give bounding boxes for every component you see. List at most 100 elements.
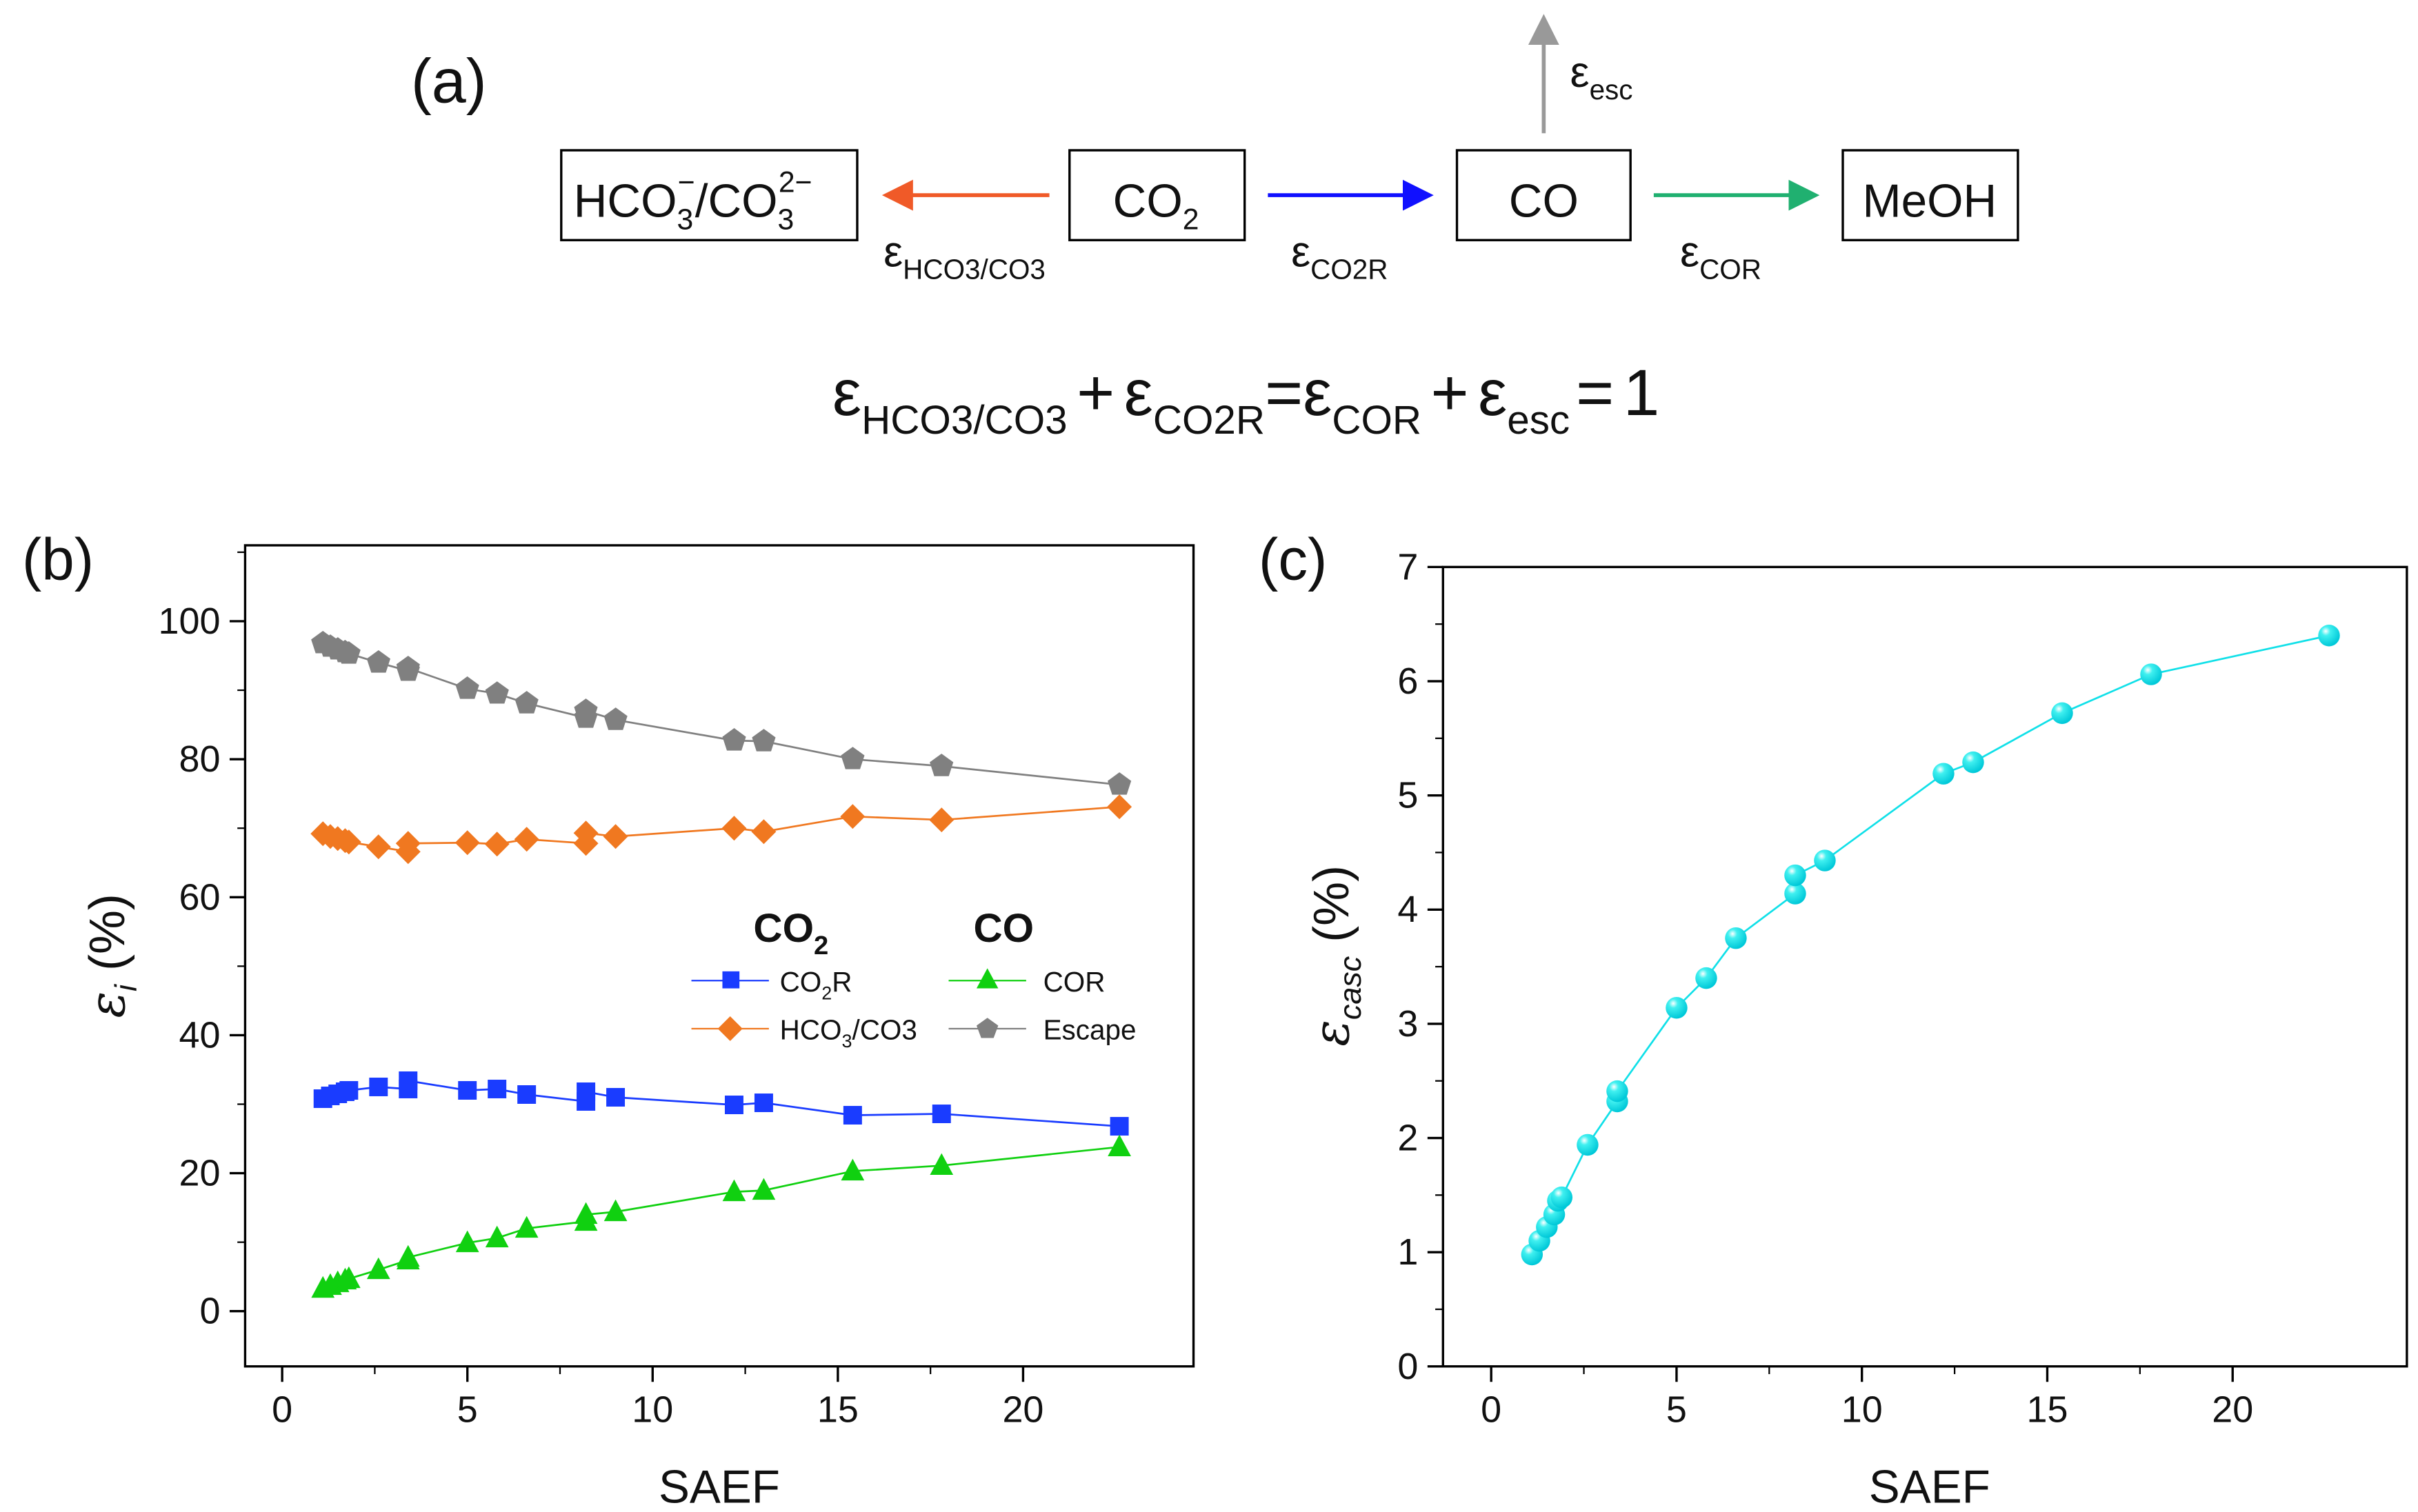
- y-tick-label: 0: [1397, 1346, 1418, 1387]
- panel-c-ylabel: εcasc (%): [1302, 865, 1368, 1047]
- data-point-escape: [485, 681, 509, 704]
- data-point-escape: [722, 728, 746, 751]
- y-tick-label: 20: [179, 1153, 220, 1194]
- legend-marker-cor: [976, 968, 999, 989]
- x-tick-label: 5: [1666, 1389, 1687, 1431]
- data-point-hco3-co3: [336, 829, 361, 855]
- data-point-casc: [2140, 663, 2162, 685]
- y-tick-label: 40: [179, 1014, 220, 1056]
- y-tick-label: 3: [1397, 1003, 1418, 1045]
- data-point-hco3-co3: [454, 830, 480, 856]
- x-tick-label: 0: [272, 1389, 292, 1431]
- data-point-casc: [1814, 849, 1836, 871]
- data-point-co2r: [458, 1081, 477, 1100]
- label-eps-hco3: εHCO3/CO3: [883, 228, 1046, 285]
- label-eps-co2r: εCO2R: [1291, 228, 1388, 285]
- data-point-cor: [396, 1244, 420, 1267]
- legend-heading-co: CO: [973, 906, 1034, 951]
- box-co: [1455, 149, 1632, 241]
- data-point-hco3-co3: [366, 834, 391, 860]
- panel-b-xlabel: SAEF: [659, 1462, 780, 1512]
- y-tick-label: 80: [179, 738, 220, 780]
- data-point-escape: [574, 698, 598, 721]
- panel-a-label: (a): [411, 47, 487, 116]
- data-point-co2r: [577, 1082, 596, 1101]
- data-point-escape: [752, 729, 776, 752]
- data-point-co2r: [932, 1105, 951, 1124]
- box-meoh-text: MeOH: [1862, 176, 1997, 228]
- data-point-hco3-co3: [603, 824, 628, 849]
- data-point-co2r: [399, 1071, 418, 1090]
- data-point-hco3-co3: [840, 804, 866, 829]
- legend-label-co2r: CO2R: [780, 966, 852, 1003]
- data-point-escape: [603, 707, 628, 730]
- x-tick-label: 10: [1841, 1389, 1883, 1431]
- panel-b-frame: [243, 544, 1195, 1368]
- box-hco3-text: HCO3−/CO32−: [574, 166, 812, 236]
- x-tick-label: 20: [2212, 1389, 2253, 1431]
- data-point-casc: [1606, 1080, 1628, 1102]
- panel-b-chart: (b) 0 5 10 15 20 0 20 40 60 80 100 SAEF εi (%) CO2…: [22, 527, 1195, 1512]
- series-line-co2r: [322, 1079, 1120, 1127]
- data-point-escape: [1108, 772, 1132, 795]
- legend-marker-hco3: [717, 1016, 743, 1041]
- legend-marker-co2r: [722, 971, 740, 989]
- data-point-co2r: [724, 1096, 743, 1114]
- box-co2-text: CO2: [1113, 176, 1199, 236]
- data-point-cor: [603, 1199, 628, 1222]
- data-point-cor: [455, 1230, 479, 1253]
- panel-b-label: (b): [22, 527, 94, 592]
- balance-equation: εHCO3/CO3 + εCO2R=εCOR + εesc = 1: [832, 356, 1659, 443]
- y-tick-label: 60: [179, 876, 220, 918]
- series-line-casc: [1531, 634, 2330, 1256]
- y-tick-label: 6: [1397, 661, 1418, 702]
- data-point-escape: [514, 691, 539, 714]
- legend-label-cor: COR: [1043, 966, 1106, 998]
- data-point-hco3-co3: [929, 807, 955, 833]
- data-point-escape: [930, 754, 954, 776]
- data-point-hco3-co3: [484, 831, 510, 857]
- data-point-casc: [1932, 763, 1955, 785]
- data-point-cor: [485, 1225, 509, 1248]
- data-point-casc: [1550, 1186, 1573, 1209]
- y-tick-label: 7: [1397, 546, 1418, 587]
- data-point-hco3-co3: [514, 827, 539, 852]
- data-point-co2r: [517, 1085, 537, 1104]
- panel-c-label: (c): [1259, 527, 1328, 592]
- data-point-casc: [1784, 883, 1806, 905]
- data-point-co2r: [754, 1093, 773, 1112]
- data-point-cor: [930, 1153, 954, 1176]
- data-point-casc: [1577, 1133, 1599, 1156]
- data-point-escape: [337, 641, 361, 664]
- legend-heading-co2: CO2: [753, 906, 828, 960]
- series-line-cor: [322, 1146, 1120, 1289]
- panel-b-ylabel: εi (%): [78, 894, 143, 1018]
- data-point-co2r: [369, 1078, 388, 1096]
- legend-marker-escape: [976, 1018, 999, 1038]
- x-tick-label: 15: [817, 1389, 859, 1431]
- data-point-casc: [1666, 996, 1688, 1019]
- data-point-casc: [1962, 751, 1984, 774]
- data-point-hco3-co3: [751, 819, 777, 845]
- data-point-casc: [2318, 625, 2340, 647]
- data-point-cor: [841, 1158, 865, 1181]
- data-point-cor: [752, 1178, 776, 1200]
- data-point-co2r: [606, 1088, 626, 1107]
- y-tick-label: 5: [1397, 775, 1418, 816]
- label-eps-esc: εesc: [1570, 48, 1633, 105]
- x-tick-label: 10: [632, 1389, 673, 1431]
- label-eps-cor: εCOR: [1680, 228, 1761, 285]
- x-tick-label: 15: [2026, 1389, 2068, 1431]
- data-point-cor: [1108, 1134, 1131, 1157]
- panel-c-chart: (c) 0 5 10 15 20 0 1 2 3 4 5 6 7 SAEF εcasc (%): [1259, 527, 2408, 1512]
- x-tick-label: 0: [1481, 1389, 1501, 1431]
- data-point-casc: [1695, 967, 1717, 989]
- data-point-escape: [455, 676, 479, 699]
- series-line-escape: [322, 642, 1120, 786]
- data-point-hco3-co3: [1107, 794, 1132, 820]
- y-tick-label: 1: [1397, 1231, 1418, 1273]
- data-point-cor: [337, 1266, 361, 1289]
- y-tick-label: 0: [199, 1291, 220, 1332]
- data-point-casc: [1725, 927, 1747, 949]
